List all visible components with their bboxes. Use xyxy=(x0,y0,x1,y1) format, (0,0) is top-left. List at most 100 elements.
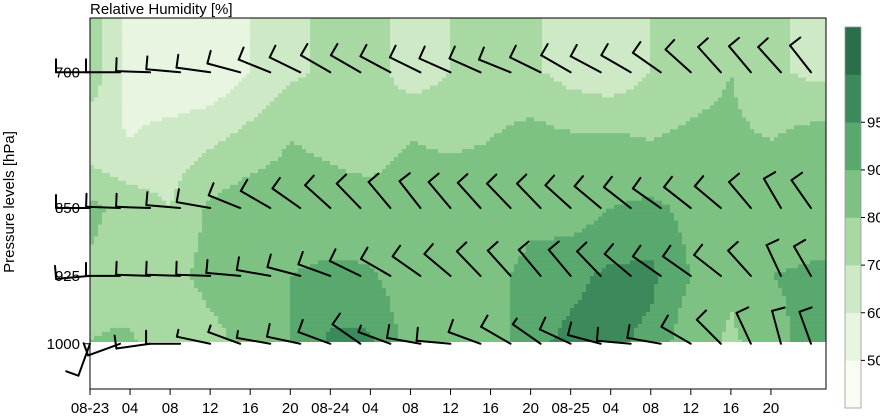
rh-cell xyxy=(282,45,287,51)
rh-cell xyxy=(690,21,695,27)
rh-cell xyxy=(418,37,423,43)
rh-cell xyxy=(234,33,239,39)
rh-cell xyxy=(758,65,763,71)
rh-cell xyxy=(714,97,719,103)
rh-cell xyxy=(250,18,255,23)
rh-cell xyxy=(238,37,243,43)
rh-cell xyxy=(322,73,327,79)
rh-cell xyxy=(750,93,755,99)
rh-cell xyxy=(722,21,727,27)
rh-cell xyxy=(786,49,791,55)
rh-cell xyxy=(714,57,719,63)
rh-cell xyxy=(722,41,727,47)
rh-cell xyxy=(754,33,759,39)
rh-cell xyxy=(110,85,115,91)
rh-cell xyxy=(590,41,595,47)
rh-cell xyxy=(362,85,367,91)
rh-cell xyxy=(426,29,431,35)
rh-cell xyxy=(286,89,291,95)
rh-cell xyxy=(534,61,539,67)
rh-cell xyxy=(458,65,463,71)
rh-cell xyxy=(362,93,367,99)
rh-cell xyxy=(298,117,303,122)
rh-cell xyxy=(622,113,627,118)
rh-cell xyxy=(122,117,127,122)
rh-cell xyxy=(754,41,759,47)
rh-cell xyxy=(730,121,735,126)
rh-cell xyxy=(450,73,455,79)
rh-cell xyxy=(114,121,119,126)
rh-cell xyxy=(454,93,459,99)
rh-cell xyxy=(222,29,227,35)
rh-cell xyxy=(734,61,739,67)
rh-cell xyxy=(758,29,763,35)
rh-cell xyxy=(218,85,223,91)
rh-cell xyxy=(242,69,247,75)
rh-cell xyxy=(658,121,663,126)
rh-cell xyxy=(174,21,179,27)
rh-cell xyxy=(770,121,775,126)
rh-cell xyxy=(722,101,727,106)
rh-cell xyxy=(710,73,715,79)
rh-cell xyxy=(294,41,299,47)
rh-cell xyxy=(426,121,431,126)
rh-cell xyxy=(430,29,435,35)
rh-cell xyxy=(218,25,223,31)
rh-cell xyxy=(362,77,367,83)
rh-cell xyxy=(158,113,163,118)
rh-cell xyxy=(430,85,435,91)
rh-cell xyxy=(526,117,531,122)
rh-cell xyxy=(122,65,127,71)
rh-cell xyxy=(110,117,115,122)
rh-cell xyxy=(386,21,391,27)
rh-cell xyxy=(762,33,767,39)
rh-cell xyxy=(742,77,747,83)
rh-cell xyxy=(454,29,459,35)
rh-cell xyxy=(142,101,147,106)
rh-cell xyxy=(770,105,775,110)
rh-cell xyxy=(686,73,691,79)
rh-cell xyxy=(730,113,735,118)
rh-cell xyxy=(770,117,775,122)
rh-cell xyxy=(262,21,267,27)
rh-cell xyxy=(450,37,455,43)
rh-cell xyxy=(566,97,571,103)
rh-cell xyxy=(494,25,499,31)
rh-cell xyxy=(130,113,135,118)
rh-cell xyxy=(654,49,659,55)
rh-cell xyxy=(150,105,155,110)
rh-cell xyxy=(674,33,679,39)
rh-cell xyxy=(202,77,207,83)
rh-cell xyxy=(666,109,671,114)
rh-cell xyxy=(194,29,199,35)
rh-cell xyxy=(278,73,283,79)
rh-cell xyxy=(754,121,759,126)
rh-cell xyxy=(490,69,495,75)
rh-cell xyxy=(454,105,459,110)
rh-cell xyxy=(618,33,623,39)
rh-cell xyxy=(430,41,435,47)
rh-cell xyxy=(758,93,763,99)
rh-cell xyxy=(754,69,759,75)
rh-cell xyxy=(382,21,387,27)
rh-cell xyxy=(702,57,707,63)
rh-cell xyxy=(270,117,275,122)
rh-cell xyxy=(302,89,307,95)
rh-cell xyxy=(686,53,691,59)
rh-cell xyxy=(742,93,747,99)
rh-cell xyxy=(90,117,95,122)
rh-cell xyxy=(518,97,523,103)
rh-cell xyxy=(586,61,591,67)
rh-cell xyxy=(750,73,755,79)
rh-cell xyxy=(766,81,771,87)
rh-cell xyxy=(674,109,679,114)
rh-cell xyxy=(442,29,447,35)
rh-cell xyxy=(246,89,251,95)
rh-cell xyxy=(670,93,675,99)
rh-cell xyxy=(646,53,651,59)
rh-cell xyxy=(602,89,607,95)
rh-cell xyxy=(374,93,379,99)
rh-cell xyxy=(818,73,823,79)
rh-cell xyxy=(366,45,371,51)
rh-cell xyxy=(806,97,811,103)
